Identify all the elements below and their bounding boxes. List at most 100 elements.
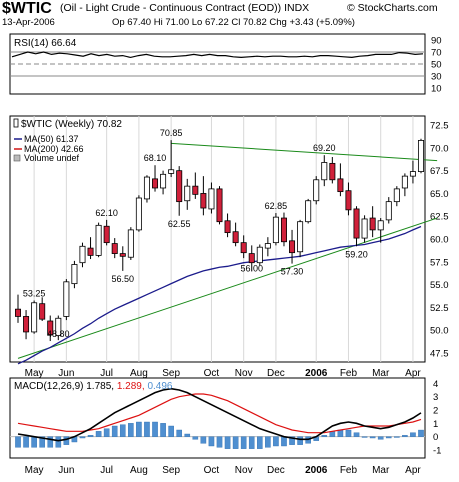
price-tick-label: 67.5 [430, 166, 449, 177]
price-annotation: 56.00 [240, 263, 263, 273]
macd-histogram-bar [111, 425, 118, 437]
price-annotation: 48.80 [47, 329, 70, 339]
price-annotation: 53.25 [23, 289, 46, 299]
price-tick-label: 62.5 [430, 212, 449, 223]
candle-body [168, 169, 175, 174]
x-axis-month-label-bottom: Apr [405, 465, 421, 476]
x-axis-month-label-bottom: Sep [162, 465, 180, 476]
candle-body [313, 179, 320, 202]
candle-body [345, 190, 352, 211]
price-annotation: 62.55 [168, 219, 191, 229]
x-axis-month-label-top: Jun [58, 368, 74, 379]
ma50-line [17, 225, 422, 365]
candle-body [176, 170, 183, 203]
macd-tick-label: -1 [433, 446, 441, 457]
candle-body [401, 175, 408, 189]
macd-histogram-bar [119, 424, 126, 437]
x-axis-month-label-bottom: Jun [58, 465, 74, 476]
quote-date: 13-Apr-2006 [2, 17, 55, 28]
macd-legend-part: 1.289, [117, 381, 148, 392]
candle-body [361, 218, 368, 239]
candle-body [143, 176, 150, 200]
macd-histogram-bar [369, 436, 376, 439]
legend-ma200-label: MA(200) 42.66 [24, 144, 84, 154]
macd-histogram-bar [385, 436, 392, 439]
macd-histogram-bar [345, 429, 352, 437]
macd-histogram-bar [87, 435, 94, 437]
price-annotation: 62.10 [95, 208, 118, 218]
price-tick-label: 50.0 [430, 326, 449, 337]
macd-histogram-bar [394, 436, 400, 438]
macd-histogram-bar [184, 433, 191, 437]
x-axis-month-label-bottom: Feb [340, 465, 358, 476]
macd-histogram-bar [410, 432, 416, 437]
macd-histogram-bar [128, 423, 134, 437]
candle-body [248, 253, 255, 264]
rsi-tick-label: 10 [431, 84, 442, 95]
price-tick-label: 70.0 [430, 143, 449, 154]
macd-histogram-bar [377, 436, 384, 440]
symbol-description: (Oil - Light Crude - Continuous Contract… [60, 2, 310, 14]
price-tick-label: 72.5 [430, 121, 449, 132]
candle-body [224, 220, 231, 234]
legend-volume-swatch [13, 154, 21, 162]
macd-histogram-bar [95, 431, 102, 437]
macd-histogram-bar [273, 436, 279, 447]
candle-body [264, 243, 271, 249]
macd-histogram-bar [39, 436, 45, 448]
candle-body [152, 178, 159, 189]
candle-body [377, 220, 384, 231]
candle-body [135, 197, 142, 231]
macd-histogram-bar [240, 436, 247, 449]
candle-body [305, 200, 312, 223]
macd-histogram-bar [176, 429, 183, 437]
candle-body [31, 302, 38, 333]
price-tick-label: 52.5 [430, 303, 449, 314]
macd-legend-part: 1.785, [86, 381, 117, 392]
x-axis-month-label-top: Dec [267, 368, 285, 379]
macd-tick-label: 0 [433, 432, 438, 443]
x-axis-month-label-bottom: May [25, 465, 44, 476]
macd-histogram-bar [297, 436, 303, 445]
macd-tick-label: 4 [433, 379, 438, 390]
rsi-tick-label: 70 [431, 48, 442, 59]
macd-histogram-bar [152, 421, 158, 437]
x-axis-month-label-bottom: Jul [100, 465, 113, 476]
legend-candle-icon [13, 118, 19, 128]
macd-histogram-bar [418, 429, 424, 437]
macd-histogram-bar [248, 436, 255, 449]
macd-histogram-bar [232, 436, 239, 449]
candle-body [385, 201, 392, 221]
macd-histogram-bar [160, 423, 166, 437]
price-annotation: 57.30 [281, 267, 304, 277]
rsi-legend: RSI(14) 66.64 [14, 38, 77, 49]
x-axis-month-label-top: Aug [130, 368, 148, 379]
candle-body [47, 320, 54, 336]
candle-body [297, 221, 304, 253]
x-axis-month-label-top: 2006 [305, 368, 328, 379]
macd-tick-label: 2 [433, 406, 438, 417]
candle-body [329, 162, 336, 181]
watermark: © StockCharts.com [347, 2, 438, 14]
candle-body [87, 247, 94, 256]
candle-body [160, 173, 167, 189]
candle-body [95, 224, 102, 256]
support-trendline [17, 217, 438, 359]
price-tick-label: 57.5 [430, 257, 449, 268]
macd-histogram-bar [192, 436, 199, 440]
candle-body [63, 281, 70, 317]
price-tick-label: 55.0 [430, 280, 449, 291]
macd-histogram-bar [168, 425, 174, 437]
macd-histogram-bar [55, 436, 62, 448]
candle-body [127, 229, 134, 258]
macd-legend-part: MACD(12,26,9) [14, 381, 86, 392]
rsi-tick-label: 30 [431, 72, 442, 83]
price-annotation: 62.85 [265, 201, 288, 211]
candle-body [71, 264, 78, 285]
x-axis-month-label-bottom: Oct [204, 465, 220, 476]
candle-body [184, 185, 191, 202]
candle-body [353, 208, 360, 239]
macd-histogram-bar [265, 436, 271, 448]
macd-histogram-bar [136, 421, 142, 437]
